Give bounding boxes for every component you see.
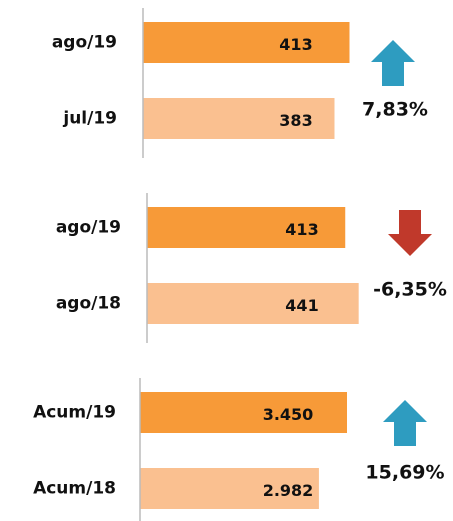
bar (147, 207, 346, 248)
bar (140, 468, 319, 509)
value-label: 441 (285, 296, 318, 315)
value-label: 3.450 (263, 405, 314, 424)
value-label: 413 (279, 35, 312, 54)
trend-arrow (371, 40, 415, 86)
category-label: jul/19 (62, 109, 117, 129)
category-label: ago/18 (56, 294, 121, 314)
bar (143, 22, 350, 63)
value-label: 2.982 (263, 481, 314, 500)
value-label: 413 (285, 220, 318, 239)
category-label: Acum/18 (33, 479, 116, 499)
value-label: 383 (279, 111, 312, 130)
annotation: 7,83% (362, 99, 428, 121)
trend-arrow (388, 210, 432, 256)
category-label: Acum/19 (33, 403, 116, 423)
category-label: ago/19 (56, 218, 121, 238)
bar (147, 283, 359, 324)
bar (143, 98, 335, 139)
trend-arrow (383, 400, 427, 446)
annotation: -6,35% (373, 279, 447, 301)
bar (140, 392, 347, 433)
category-label: ago/19 (52, 33, 117, 53)
annotation: 15,69% (365, 462, 444, 484)
